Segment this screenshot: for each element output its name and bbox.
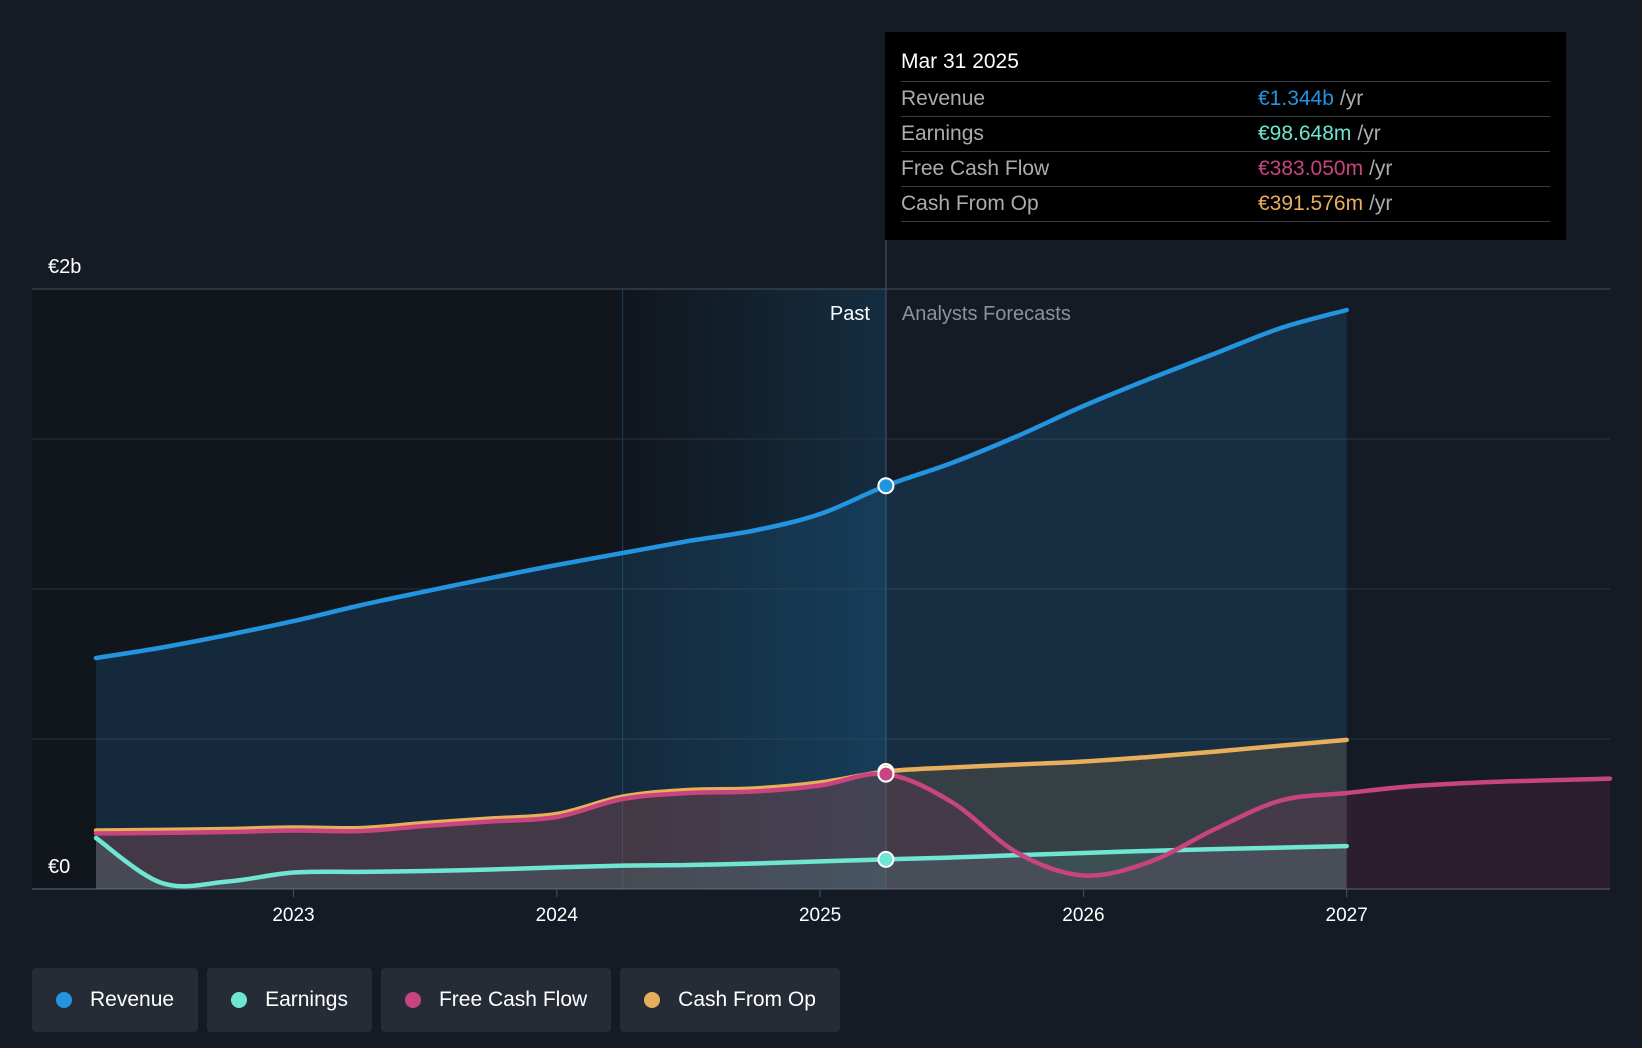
tooltip-value-cash-from-op: €391.576m bbox=[1258, 192, 1364, 215]
legend-label-earnings: Earnings bbox=[265, 988, 348, 1011]
cash-from-op-area bbox=[96, 739, 1347, 889]
earnings-line bbox=[93, 835, 1349, 889]
tooltip-unit: /yr bbox=[1339, 87, 1364, 110]
x-tick-label: 2026 bbox=[1062, 905, 1104, 926]
legend-label-free-cash-flow: Free Cash Flow bbox=[438, 988, 588, 1011]
revenue-line bbox=[93, 307, 1349, 661]
tooltip-date: Mar 31 2025 bbox=[901, 46, 1550, 82]
revenue-dot-icon bbox=[56, 992, 72, 1008]
legend-label-cash-from-op: Cash From Op bbox=[678, 988, 816, 1011]
earnings-dot-icon bbox=[231, 992, 248, 1008]
x-tick-label: 2023 bbox=[272, 905, 314, 926]
earnings-marker bbox=[877, 850, 895, 868]
past-label: Past bbox=[830, 303, 870, 325]
legend-item-free-cash-flow[interactable]: Free Cash Flow bbox=[380, 968, 612, 1032]
free-cash-flow-dot-icon bbox=[404, 992, 421, 1008]
tooltip-row-revenue: Revenue €1.344b /yr bbox=[901, 82, 1550, 117]
tooltip-unit: /yr bbox=[1369, 192, 1393, 215]
legend-item-revenue[interactable]: Revenue bbox=[32, 968, 199, 1032]
y-axis-max-label: €2b bbox=[48, 256, 81, 278]
legend-item-cash-from-op[interactable]: Cash From Op bbox=[620, 968, 840, 1032]
free-cash-flow-marker bbox=[877, 765, 895, 783]
x-tick-label: 2025 bbox=[799, 905, 841, 926]
tooltip-unit: /yr bbox=[1357, 122, 1381, 145]
chart-plot-area: €2b €0 2023 2024 2025 2026 2027 Past Analysts Fo… bbox=[32, 240, 1613, 926]
forecast-label: Analysts Forecasts bbox=[902, 303, 1071, 325]
legend-label-revenue: Revenue bbox=[90, 988, 175, 1011]
chart-legend: Revenue Earnings Free Cash Flow Cash Fro… bbox=[32, 968, 840, 1032]
tooltip-label-cash-from-op: Cash From Op bbox=[901, 192, 1039, 215]
revenue-area bbox=[96, 310, 1347, 889]
tooltip-row-cash-from-op: Cash From Op €391.576m /yr bbox=[901, 187, 1550, 222]
tooltip-label-earnings: Earnings bbox=[901, 122, 984, 145]
tooltip-row-earnings: Earnings €98.648m /yr bbox=[901, 117, 1550, 152]
x-tick-label: 2024 bbox=[536, 905, 579, 926]
tooltip-value-earnings: €98.648m bbox=[1258, 122, 1352, 145]
revenue-marker bbox=[877, 477, 895, 495]
tooltip-value-revenue: €1.344b bbox=[1258, 87, 1334, 110]
cash-from-op-line bbox=[93, 737, 1349, 833]
y-axis-zero-label: €0 bbox=[48, 856, 70, 878]
legend-item-earnings[interactable]: Earnings bbox=[207, 968, 372, 1032]
tooltip-label-free-cash-flow: Free Cash Flow bbox=[901, 157, 1050, 180]
free-cash-flow-area bbox=[96, 773, 1610, 889]
tooltip-row-free-cash-flow: Free Cash Flow €383.050m /yr bbox=[901, 152, 1550, 187]
tooltip-panel: Mar 31 2025 Revenue €1.344b /yr Earnings… bbox=[885, 32, 1566, 240]
free-cash-flow-line bbox=[93, 771, 1613, 878]
tooltip-unit: /yr bbox=[1369, 157, 1393, 180]
x-tick-label: 2027 bbox=[1326, 905, 1368, 926]
earnings-area bbox=[96, 838, 1347, 889]
tooltip-value-free-cash-flow: €383.050m bbox=[1258, 157, 1364, 180]
cash-from-op-dot-icon bbox=[644, 992, 661, 1008]
tooltip-label-revenue: Revenue bbox=[901, 87, 986, 110]
